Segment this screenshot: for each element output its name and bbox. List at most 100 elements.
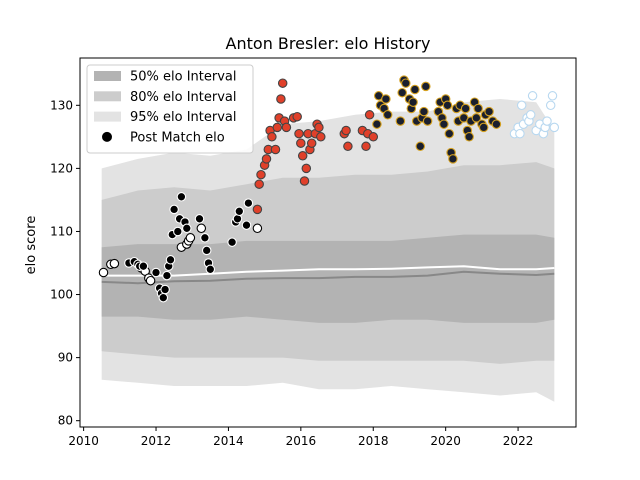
data-point: [252, 204, 263, 215]
legend-label: 95% elo Interval: [130, 110, 237, 125]
x-tick-label: 2020: [430, 434, 461, 448]
data-point: [442, 100, 453, 111]
data-point: [381, 94, 391, 104]
data-point: [169, 204, 179, 215]
data-point: [401, 78, 411, 88]
data-point: [292, 111, 302, 122]
legend-swatch: [94, 111, 121, 122]
data-point: [473, 103, 483, 114]
data-point: [138, 261, 149, 271]
data-point: [306, 138, 317, 148]
data-point: [160, 284, 170, 295]
series-3: [372, 75, 502, 164]
data-point: [145, 275, 156, 286]
data-point: [364, 110, 375, 120]
chart-title: Anton Bresler: elo History: [226, 34, 431, 53]
data-point: [261, 154, 272, 164]
elo-line-1: [101, 270, 555, 285]
data-point: [294, 128, 304, 139]
data-point: [395, 116, 406, 126]
data-point: [296, 138, 306, 148]
data-point: [243, 198, 254, 208]
data-point: [448, 154, 458, 164]
data-point: [516, 100, 527, 111]
data-point: [444, 128, 455, 139]
data-point: [165, 255, 176, 265]
axes: 2010 2012 2014 2016 2018 2020 2022 80 90 100 110 12…: [50, 57, 577, 448]
data-point: [542, 116, 552, 126]
x-tick-label: 2010: [68, 434, 99, 448]
data-point: [297, 151, 308, 161]
data-point: [227, 237, 237, 247]
data-point: [194, 214, 205, 224]
data-point: [549, 122, 560, 133]
series-2: [252, 78, 379, 215]
x-tick-label: 2012: [141, 434, 172, 448]
data-point: [314, 122, 324, 133]
data-point: [201, 245, 212, 256]
data-point: [299, 176, 310, 186]
data-point: [205, 264, 216, 275]
data-point: [176, 192, 187, 202]
data-point: [484, 106, 494, 117]
data-point: [460, 103, 471, 114]
data-point: [151, 267, 161, 278]
data-point: [98, 267, 109, 278]
legend-label: Post Match elo: [130, 130, 225, 145]
data-point: [200, 233, 210, 243]
data-point: [252, 223, 263, 234]
data-point: [162, 270, 172, 281]
legend-box: [86, 64, 254, 154]
legend-swatch: [94, 91, 121, 102]
x-tick-label: 2018: [358, 434, 389, 448]
data-point: [281, 122, 292, 133]
legend: 50% elo Interval 80% elo Interval 95% elo …: [86, 64, 254, 154]
x-tick-label: 2016: [286, 434, 317, 448]
data-point: [341, 125, 351, 136]
data-point: [234, 206, 245, 217]
y-tick-label: 110: [50, 224, 73, 238]
series-0: [98, 223, 263, 286]
y-tick-label: 80: [58, 414, 73, 428]
elo-line-0: [101, 265, 555, 277]
data-point: [525, 110, 536, 120]
legend-swatch: [94, 71, 121, 81]
data-point: [185, 233, 196, 243]
data-point: [422, 116, 433, 126]
data-point: [196, 223, 207, 234]
data-point: [382, 110, 393, 120]
data-point: [408, 97, 418, 107]
x-tick-label: 2022: [503, 434, 534, 448]
data-point: [254, 179, 264, 189]
x-tick-label: 2014: [213, 434, 244, 448]
data-point: [316, 132, 326, 142]
y-tick-label: 120: [50, 161, 73, 175]
axes-frame: [79, 57, 577, 428]
series-1: [124, 192, 254, 303]
data-point: [410, 84, 420, 95]
data-point: [464, 132, 474, 142]
data-point: [439, 119, 449, 129]
plot-inner: [98, 75, 560, 402]
data-point: [241, 220, 252, 230]
data-point: [547, 91, 558, 101]
legend-marker: [102, 131, 112, 142]
data-point: [270, 144, 281, 155]
y-tick-label: 90: [58, 351, 73, 365]
data-point: [277, 78, 288, 88]
data-point: [419, 106, 429, 117]
data-point: [276, 94, 286, 104]
data-point: [158, 292, 169, 303]
data-point: [301, 163, 312, 174]
data-point: [397, 87, 407, 98]
data-point: [471, 113, 482, 123]
data-point: [491, 119, 502, 129]
plot-area: [98, 75, 560, 402]
series-4: [509, 91, 560, 139]
data-point: [527, 91, 538, 101]
data-point: [415, 141, 426, 152]
data-point: [173, 226, 183, 237]
y-tick-label: 130: [50, 98, 73, 112]
y-axis-label: elo score: [24, 216, 39, 275]
